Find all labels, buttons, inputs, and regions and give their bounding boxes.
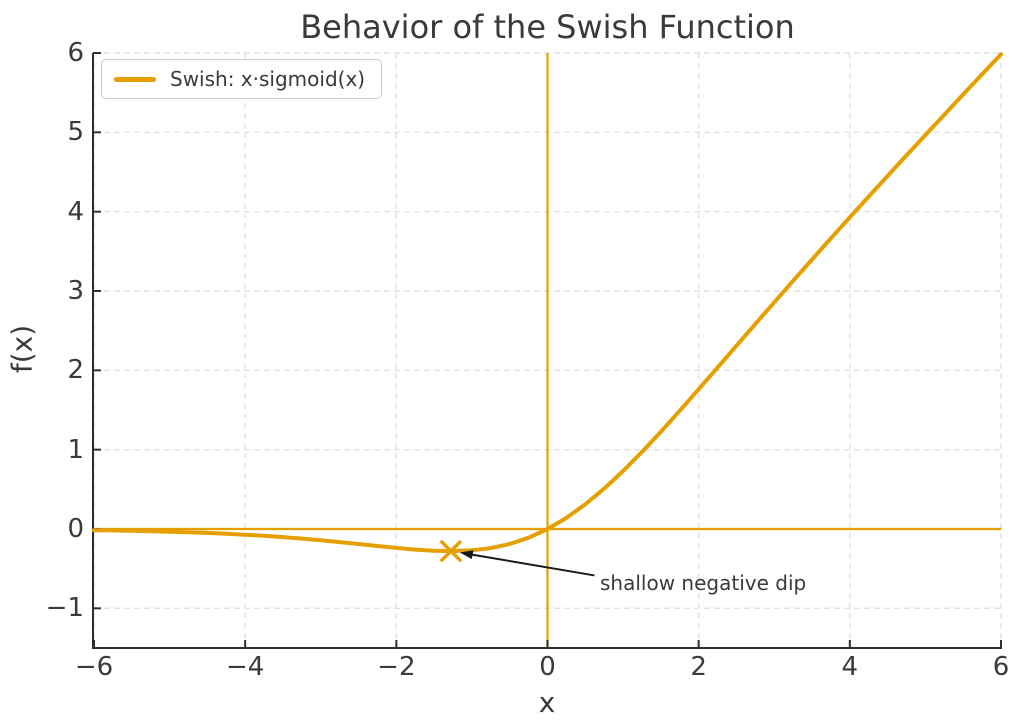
y-tick-label: 2 xyxy=(67,355,84,386)
y-tick-label: 6 xyxy=(67,38,84,68)
y-tick-label: 4 xyxy=(67,196,84,227)
x-tick-label: 2 xyxy=(690,652,707,682)
x-tick-label: 6 xyxy=(992,652,1010,682)
y-tick-label: 5 xyxy=(67,117,84,148)
x-tick-label: −2 xyxy=(377,652,416,682)
x-axis-label: x xyxy=(538,686,556,719)
x-tick-label: −6 xyxy=(74,652,114,682)
y-tick-label: −1 xyxy=(45,593,84,624)
x-tick-label: −4 xyxy=(225,652,265,682)
minimum-x-marker xyxy=(440,540,462,562)
legend: Swish: x·sigmoid(x) xyxy=(101,59,383,99)
x-tick-label: 0 xyxy=(539,652,556,682)
annotation-text: shallow negative dip xyxy=(600,571,807,595)
annotation-arrow xyxy=(459,550,595,577)
legend-line-swatch xyxy=(114,76,156,82)
chart-title: Behavior of the Swish Function xyxy=(300,8,795,46)
y-tick-label: 1 xyxy=(67,434,84,465)
x-tick-label: 4 xyxy=(841,652,859,682)
y-tick-label: 3 xyxy=(67,276,84,306)
swish-curve xyxy=(92,52,1003,554)
legend-label: Swish: x·sigmoid(x) xyxy=(170,67,366,91)
y-tick-label: 0 xyxy=(67,514,84,544)
